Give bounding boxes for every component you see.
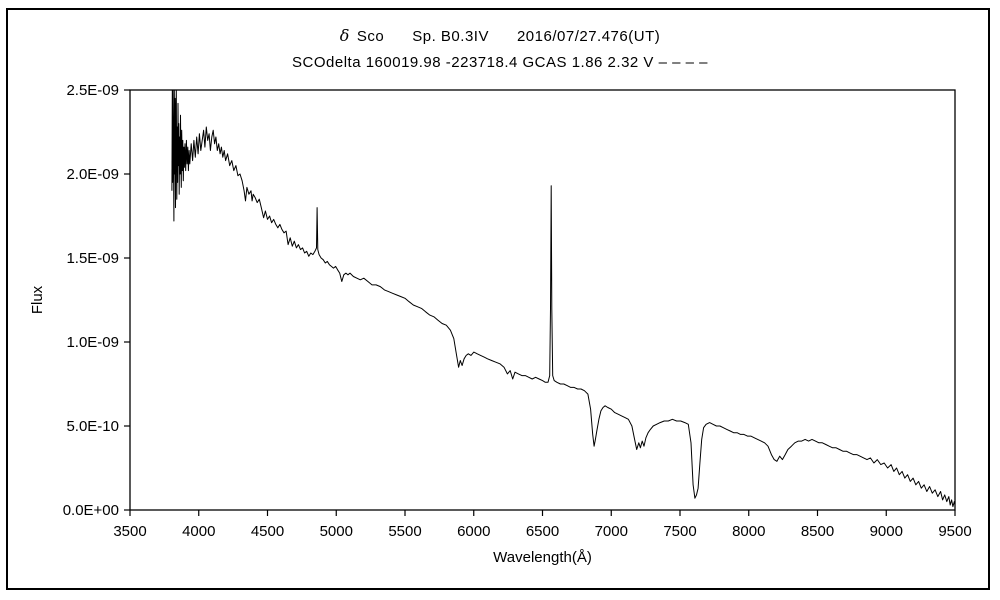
y-tick-label: 1.5E-09	[66, 250, 119, 267]
y-tick-label: 2.5E-09	[66, 82, 119, 99]
x-tick-label: 9500	[938, 523, 971, 540]
y-axis-label: Flux	[29, 285, 46, 314]
chart-title: δ Sco Sp. B0.3IV 2016/07/27.476(UT)	[0, 26, 1000, 45]
subtitle-text: SCOdelta 160019.98 -223718.4 GCAS 1.86 2…	[292, 54, 708, 71]
x-tick-label: 7000	[595, 523, 628, 540]
y-tick-label: 5.0E-10	[66, 418, 119, 435]
x-tick-label: 7500	[663, 523, 696, 540]
title-star-name: Sco	[356, 28, 385, 45]
x-tick-label: 6000	[457, 523, 490, 540]
spectrum-line	[171, 89, 956, 508]
y-tick-label: 0.0E+00	[63, 502, 119, 519]
x-tick-label: 6500	[526, 523, 559, 540]
chart-subtitle: SCOdelta 160019.98 -223718.4 GCAS 1.86 2…	[0, 54, 1000, 71]
y-tick-label: 1.0E-09	[66, 334, 119, 351]
x-tick-label: 8500	[801, 523, 834, 540]
x-tick-label: 8000	[732, 523, 765, 540]
x-axis-label: Wavelength(Å)	[493, 549, 592, 566]
title-date: 2016/07/27.476(UT)	[516, 28, 661, 45]
y-tick-label: 2.0E-09	[66, 166, 119, 183]
x-tick-label: 9000	[870, 523, 903, 540]
title-delta: δ	[339, 26, 350, 45]
title-spectral-type: Sp. B0.3IV	[412, 28, 489, 45]
image-border	[6, 8, 990, 590]
x-tick-label: 3500	[113, 523, 146, 540]
x-tick-label: 4500	[251, 523, 284, 540]
x-tick-label: 5000	[320, 523, 353, 540]
x-tick-label: 4000	[182, 523, 215, 540]
x-tick-label: 5500	[388, 523, 421, 540]
